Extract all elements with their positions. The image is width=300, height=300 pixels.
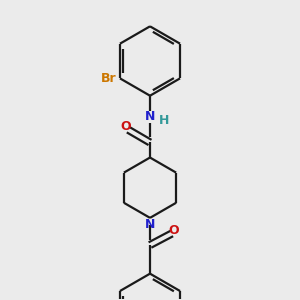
- Text: N: N: [145, 218, 155, 231]
- Text: H: H: [159, 114, 170, 127]
- Text: N: N: [145, 110, 155, 123]
- Text: Br: Br: [101, 72, 116, 85]
- Text: O: O: [169, 224, 179, 237]
- Text: O: O: [121, 120, 131, 133]
